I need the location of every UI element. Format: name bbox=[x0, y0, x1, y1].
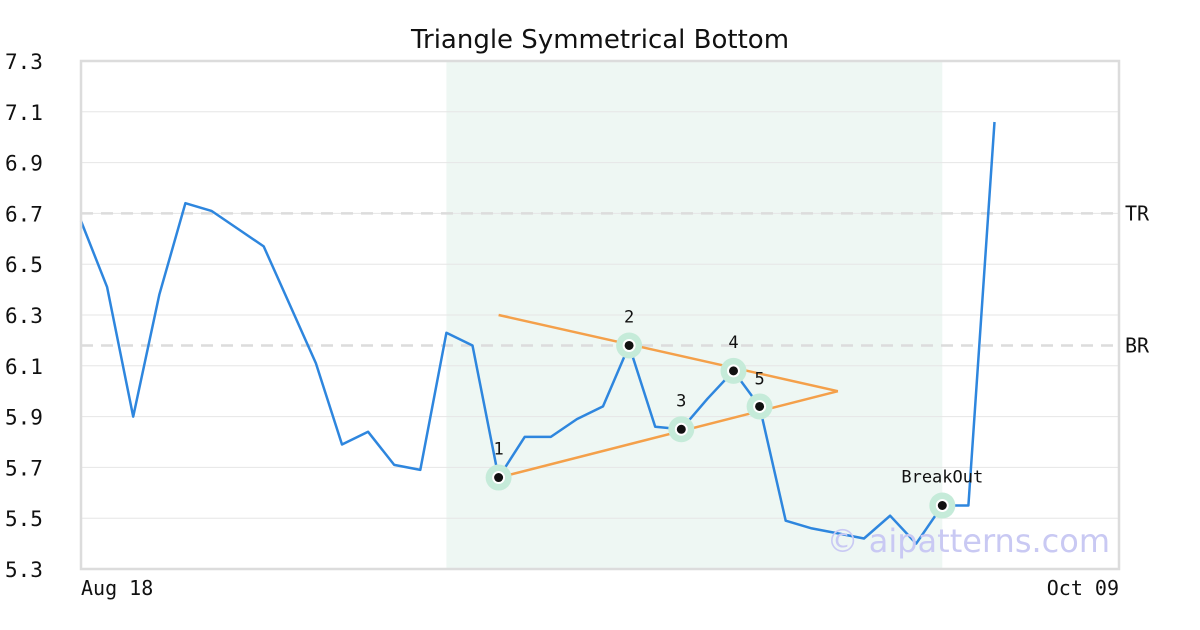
y-tick-label: 6.3 bbox=[5, 304, 43, 328]
y-tick-label: 7.3 bbox=[5, 50, 43, 74]
key-point-dot bbox=[622, 338, 636, 352]
key-point-label: 2 bbox=[624, 307, 634, 327]
y-tick-label: 5.5 bbox=[5, 507, 43, 531]
reference-lines-layer: TR BR bbox=[81, 201, 1150, 357]
axes-layer: 5.3 5.5 5.7 5.9 6.1 6.3 6.5 6.7 6.9 7.1 7.3 Aug 18 O… bbox=[5, 50, 1121, 600]
key-point-label: 4 bbox=[728, 333, 738, 353]
key-points-layer: 1 2 3 45 BreakOut bbox=[485, 307, 983, 519]
chart-title: Triangle Symmetrical Bottom bbox=[410, 25, 789, 55]
y-tick-label: 5.7 bbox=[5, 456, 43, 480]
watermark: © aipatterns.com bbox=[827, 522, 1110, 560]
plot-frame bbox=[79, 59, 1121, 571]
key-point-dot bbox=[727, 364, 740, 378]
price-line bbox=[79, 121, 996, 545]
reference-line-label: TR bbox=[1125, 201, 1150, 225]
y-tick-label: 5.9 bbox=[5, 406, 43, 430]
triangle-line bbox=[498, 389, 839, 479]
key-point-label: 5 bbox=[754, 369, 764, 389]
y-tick-label: 6.5 bbox=[5, 253, 43, 277]
key-point-dot bbox=[935, 499, 949, 512]
watermark-layer: © aipatterns.com bbox=[827, 522, 1110, 560]
y-tick-label: 6.9 bbox=[5, 152, 43, 176]
key-point-dot bbox=[674, 422, 688, 436]
x-tick-label: Oct 09 bbox=[1047, 576, 1119, 600]
y-tick-label: 6.1 bbox=[5, 355, 43, 379]
key-point-label: 1 bbox=[493, 440, 503, 460]
triangle-lines-layer bbox=[498, 313, 839, 479]
triangle-line bbox=[498, 313, 839, 393]
y-tick-label: 5.3 bbox=[5, 558, 43, 582]
key-point-dot bbox=[492, 471, 506, 485]
y-tick-label: 6.7 bbox=[5, 202, 43, 226]
price-series-layer bbox=[79, 121, 996, 545]
x-tick-label: Aug 18 bbox=[81, 576, 153, 600]
key-point-label: 3 bbox=[676, 391, 686, 411]
reference-line-label: BR bbox=[1125, 333, 1150, 357]
key-point-dot bbox=[753, 399, 767, 413]
y-tick-label: 7.1 bbox=[5, 101, 43, 125]
key-point-label: BreakOut bbox=[901, 468, 983, 488]
